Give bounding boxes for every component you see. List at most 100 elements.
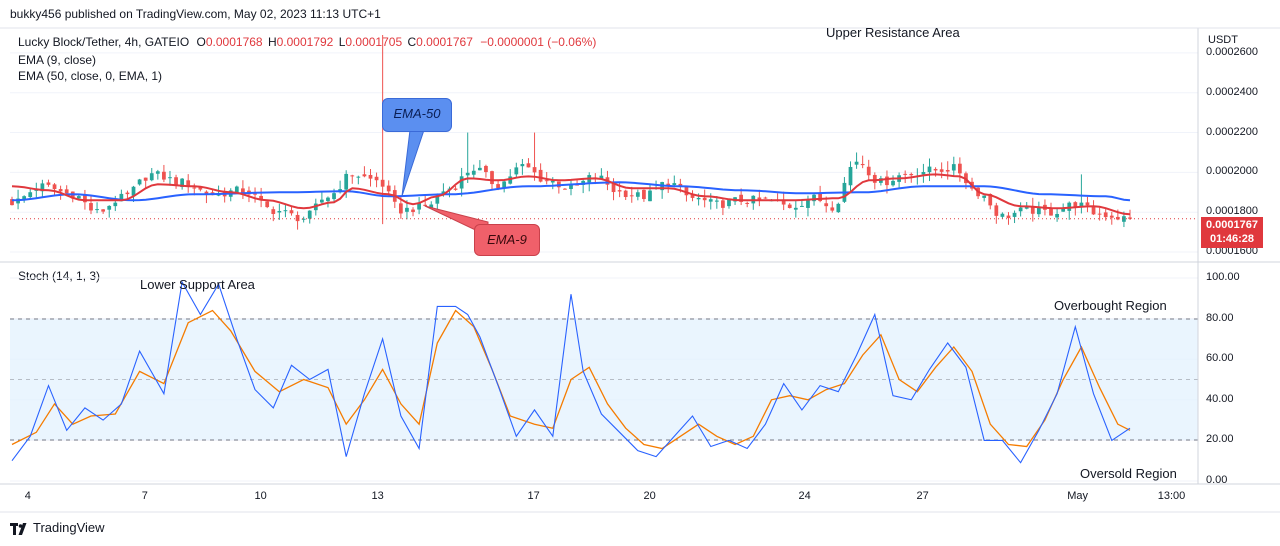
candle <box>174 174 178 189</box>
candle-body <box>95 209 99 211</box>
last-price-badge: 0.0001767 01:46:28 <box>1201 217 1263 248</box>
candle <box>168 170 172 186</box>
stoch-k-line[interactable] <box>11 280 1131 464</box>
price-tick-label: 0.0002600 <box>1206 45 1258 58</box>
candle <box>40 179 45 198</box>
candle <box>265 200 270 209</box>
candle-body <box>1122 216 1126 222</box>
candle-body <box>198 187 203 190</box>
tradingview-footer[interactable]: TradingView <box>10 520 105 535</box>
candle-body <box>988 194 993 206</box>
stoch-tick-label: 60.00 <box>1206 352 1234 365</box>
time-tick-label: 17 <box>527 490 540 502</box>
candle-body <box>326 197 330 202</box>
time-tick-label: 27 <box>916 490 929 502</box>
candle <box>757 189 762 207</box>
candle-body <box>793 207 798 210</box>
ema9-legend[interactable]: EMA (9, close) <box>18 53 97 67</box>
stoch-legend[interactable]: Stoch (14, 1, 3) <box>18 269 101 283</box>
candle <box>623 189 628 200</box>
candle-body <box>1012 212 1017 217</box>
candle-body <box>1073 202 1078 208</box>
candle-body <box>727 199 731 207</box>
ema9-callout: EMA-9 <box>474 224 540 256</box>
candle <box>921 163 926 183</box>
stoch-d-line[interactable] <box>11 309 1131 450</box>
candle <box>745 201 750 208</box>
candle <box>994 202 999 224</box>
candle-body <box>471 170 476 175</box>
candle <box>143 177 148 189</box>
candle-body <box>599 175 604 179</box>
candle-body <box>1115 216 1120 220</box>
candle-body <box>635 192 640 197</box>
candle <box>1049 202 1053 216</box>
candle <box>957 157 962 182</box>
candle <box>241 180 245 200</box>
candle-body <box>1091 206 1096 215</box>
candle-body <box>477 167 482 171</box>
candle-body <box>684 186 689 196</box>
candle-body <box>162 171 166 180</box>
candle <box>842 177 847 203</box>
candle <box>125 190 130 199</box>
candle <box>763 196 768 199</box>
time-tick-label: 13 <box>371 490 384 502</box>
price-tick-label: 0.0001600 <box>1206 245 1258 258</box>
candle <box>1067 201 1072 220</box>
candle-body <box>113 202 118 207</box>
candle <box>465 132 470 184</box>
candle <box>514 162 519 179</box>
price-tick-label: 0.0002400 <box>1206 85 1258 98</box>
candle-body <box>1109 215 1114 218</box>
stoch-tick-label: 100.00 <box>1206 271 1240 283</box>
candle <box>222 187 227 203</box>
candle <box>101 209 106 214</box>
candle-body <box>241 188 245 193</box>
candle-body <box>629 195 634 197</box>
ema50-callout: EMA-50 <box>382 98 452 132</box>
candle-body <box>119 193 124 202</box>
ema50-callout-pointer <box>401 129 425 197</box>
candle <box>374 172 379 188</box>
candle-body <box>702 197 707 201</box>
candle <box>830 201 835 213</box>
candle-body <box>22 196 27 201</box>
candle <box>860 155 865 169</box>
candle-body <box>143 177 148 181</box>
candle-body <box>860 163 865 166</box>
candle-body <box>763 197 768 199</box>
candle <box>149 168 154 182</box>
candle <box>477 160 482 171</box>
candle <box>34 182 39 199</box>
ohlc-high-label: H <box>267 35 277 49</box>
candle-body <box>891 180 895 186</box>
ema9-line[interactable] <box>11 173 1131 216</box>
candle <box>1085 196 1090 213</box>
candle-body <box>927 166 932 173</box>
candle <box>459 167 464 197</box>
candle-body <box>64 189 69 194</box>
candle-body <box>569 184 573 190</box>
candle <box>635 189 640 201</box>
candle-body <box>708 199 713 202</box>
candle-body <box>374 176 379 181</box>
candle <box>307 210 312 224</box>
ema50-legend[interactable]: EMA (50, close, 0, EMA, 1) <box>18 69 163 83</box>
time-tick-label: 20 <box>643 490 656 502</box>
candle-body <box>544 180 549 182</box>
candle-body <box>398 203 403 214</box>
candle-body <box>550 180 555 183</box>
candle <box>155 169 160 180</box>
candle <box>648 184 652 202</box>
ema50-line[interactable] <box>11 181 1131 202</box>
candle-body <box>411 209 415 212</box>
bar-countdown: 01:46:28 <box>1209 233 1255 245</box>
candle-body <box>350 175 355 177</box>
candle-body <box>168 177 172 179</box>
candle <box>1018 202 1023 217</box>
candle-body <box>563 188 567 190</box>
candle-body <box>180 178 185 188</box>
candle <box>1012 210 1017 224</box>
